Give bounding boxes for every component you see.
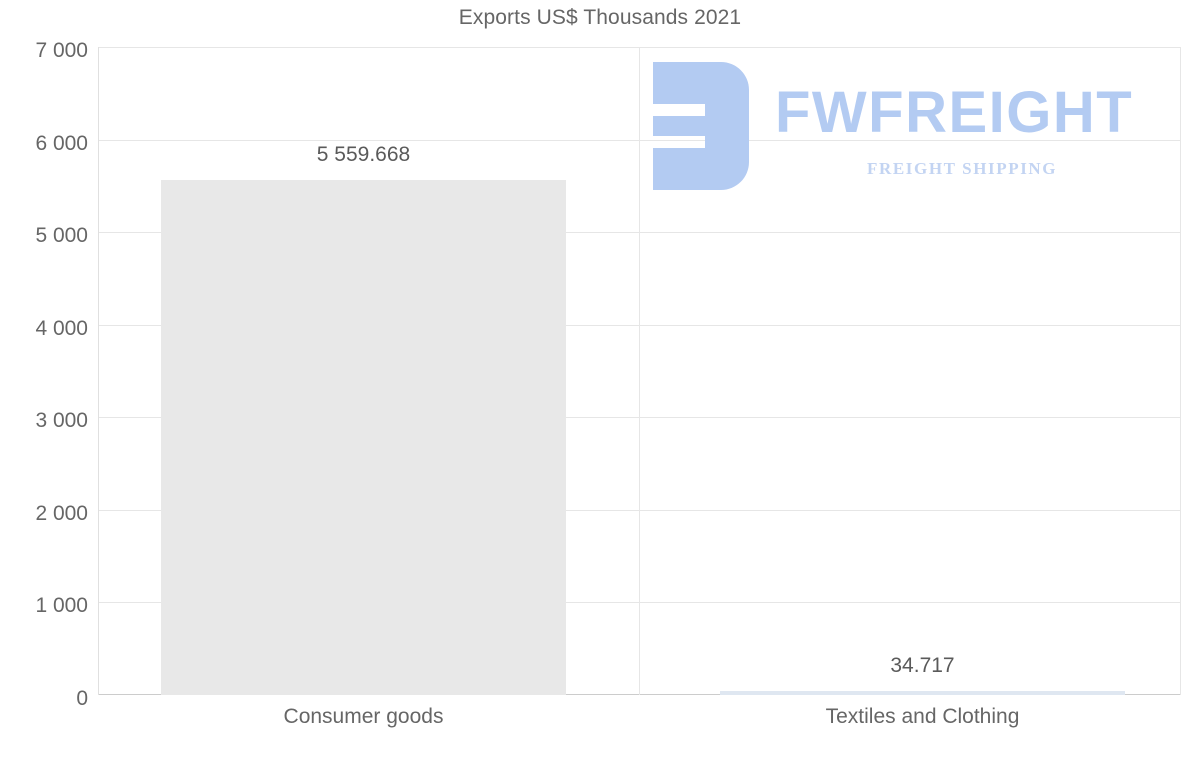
bar-value-label-consumer-goods: 5 559.668 (316, 143, 411, 166)
y-axis-tick-label: 6 000 (35, 132, 88, 155)
axis-line-vertical (98, 47, 99, 695)
bar-value-label-textiles-and-clothing: 34.717 (890, 654, 955, 677)
x-axis-category-label-consumer-goods: Consumer goods (283, 705, 444, 728)
gridline-vertical (639, 47, 640, 695)
y-axis-tick-label: 2 000 (35, 502, 88, 525)
y-axis-tick-label: 7 000 (35, 39, 88, 62)
bar-consumer-goods[interactable] (161, 180, 566, 695)
y-axis-tick-label: 5 000 (35, 224, 88, 247)
y-axis-tick-label: 1 000 (35, 594, 88, 617)
y-axis-tick-label: 3 000 (35, 409, 88, 432)
y-axis-tick-label: 4 000 (35, 317, 88, 340)
gridline-vertical (1180, 47, 1181, 695)
y-axis-tick-label: 0 (76, 687, 88, 710)
chart-title: Exports US$ Thousands 2021 (458, 6, 742, 29)
plot-area (98, 47, 1181, 695)
x-axis-category-label-textiles-and-clothing: Textiles and Clothing (825, 705, 1020, 728)
bar-textiles-and-clothing[interactable] (720, 691, 1125, 695)
